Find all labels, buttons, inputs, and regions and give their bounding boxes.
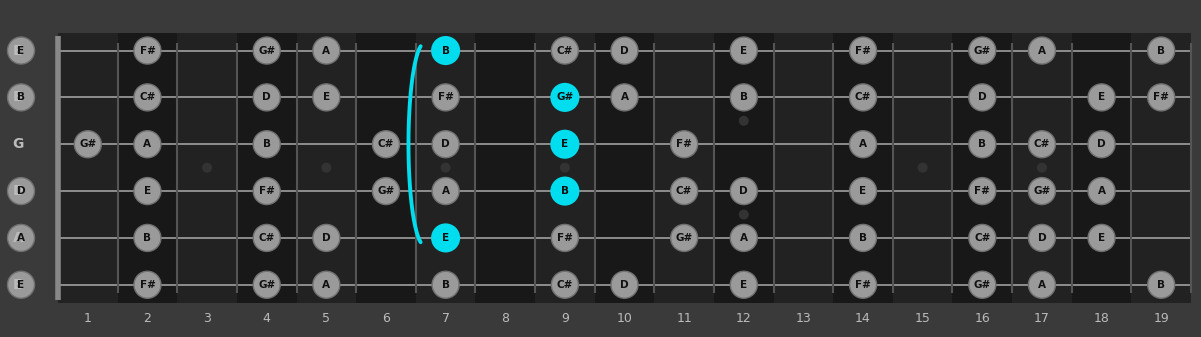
Bar	[892, 33, 952, 303]
Text: F#: F#	[139, 45, 155, 56]
Circle shape	[432, 224, 459, 251]
Text: C#: C#	[974, 233, 991, 243]
Text: B: B	[17, 92, 25, 102]
Text: F#: F#	[974, 186, 991, 196]
Bar	[357, 33, 416, 303]
Circle shape	[730, 271, 758, 298]
Text: G#: G#	[974, 45, 991, 56]
Text: D: D	[17, 186, 25, 196]
Text: F#: F#	[676, 139, 692, 149]
Text: B: B	[13, 90, 23, 104]
Circle shape	[551, 37, 579, 64]
Circle shape	[730, 37, 758, 64]
Bar	[237, 33, 297, 303]
Text: 14: 14	[855, 312, 871, 325]
Circle shape	[7, 37, 35, 64]
Text: 5: 5	[322, 312, 330, 325]
Text: 17: 17	[1034, 312, 1050, 325]
Text: 8: 8	[501, 312, 509, 325]
Text: 13: 13	[795, 312, 811, 325]
Circle shape	[739, 210, 748, 219]
Circle shape	[253, 131, 280, 158]
Circle shape	[372, 131, 400, 158]
Text: C#: C#	[557, 45, 573, 56]
Circle shape	[551, 271, 579, 298]
Text: E: E	[1098, 233, 1105, 243]
Text: B: B	[442, 280, 449, 290]
Circle shape	[1148, 84, 1175, 111]
Text: G#: G#	[556, 92, 574, 102]
Circle shape	[969, 224, 996, 251]
Bar	[297, 33, 357, 303]
Bar	[1071, 33, 1131, 303]
Circle shape	[1028, 178, 1056, 205]
Text: E: E	[13, 278, 23, 292]
Circle shape	[253, 224, 280, 251]
Circle shape	[730, 84, 758, 111]
Text: E: E	[13, 43, 23, 58]
Text: 12: 12	[736, 312, 752, 325]
Circle shape	[372, 178, 400, 205]
Circle shape	[312, 37, 340, 64]
Text: D: D	[620, 45, 629, 56]
Circle shape	[849, 224, 877, 251]
Circle shape	[739, 116, 748, 126]
Circle shape	[312, 224, 340, 251]
Text: B: B	[263, 139, 270, 149]
Text: B: B	[740, 92, 748, 102]
Text: G#: G#	[1033, 186, 1051, 196]
Bar	[1012, 33, 1071, 303]
Text: C#: C#	[855, 92, 871, 102]
Circle shape	[969, 37, 996, 64]
Circle shape	[253, 271, 280, 298]
Circle shape	[551, 224, 579, 251]
Circle shape	[441, 163, 450, 173]
Circle shape	[135, 131, 161, 158]
Text: 3: 3	[203, 312, 211, 325]
Text: A: A	[17, 233, 25, 243]
Text: D: D	[12, 184, 24, 198]
Text: E: E	[144, 186, 151, 196]
Text: D: D	[740, 186, 748, 196]
Circle shape	[551, 131, 579, 158]
Circle shape	[312, 271, 340, 298]
Circle shape	[135, 224, 161, 251]
Text: A: A	[1098, 186, 1106, 196]
Circle shape	[1088, 224, 1115, 251]
Text: A: A	[1038, 45, 1046, 56]
Circle shape	[969, 178, 996, 205]
Text: E: E	[1098, 92, 1105, 102]
Circle shape	[969, 131, 996, 158]
Circle shape	[849, 84, 877, 111]
Text: E: E	[740, 280, 747, 290]
Circle shape	[253, 178, 280, 205]
Text: B: B	[859, 233, 867, 243]
Text: F#: F#	[1153, 92, 1169, 102]
Circle shape	[432, 131, 459, 158]
Circle shape	[7, 271, 35, 298]
Circle shape	[969, 271, 996, 298]
Text: E: E	[18, 280, 24, 290]
Text: F#: F#	[855, 45, 871, 56]
Text: F#: F#	[258, 186, 275, 196]
Text: G#: G#	[675, 233, 693, 243]
Circle shape	[849, 37, 877, 64]
Circle shape	[551, 178, 579, 205]
Circle shape	[7, 84, 35, 111]
Text: A: A	[143, 139, 151, 149]
Circle shape	[432, 271, 459, 298]
Text: E: E	[740, 45, 747, 56]
Circle shape	[918, 163, 927, 173]
Text: G#: G#	[79, 139, 96, 149]
Text: B: B	[1158, 45, 1165, 56]
Circle shape	[135, 178, 161, 205]
Text: E: E	[561, 139, 568, 149]
Text: 9: 9	[561, 312, 569, 325]
Text: D: D	[322, 233, 330, 243]
Text: A: A	[442, 186, 449, 196]
Text: C#: C#	[1034, 139, 1050, 149]
Text: 1: 1	[84, 312, 91, 325]
Text: A: A	[322, 280, 330, 290]
Text: D: D	[978, 92, 986, 102]
